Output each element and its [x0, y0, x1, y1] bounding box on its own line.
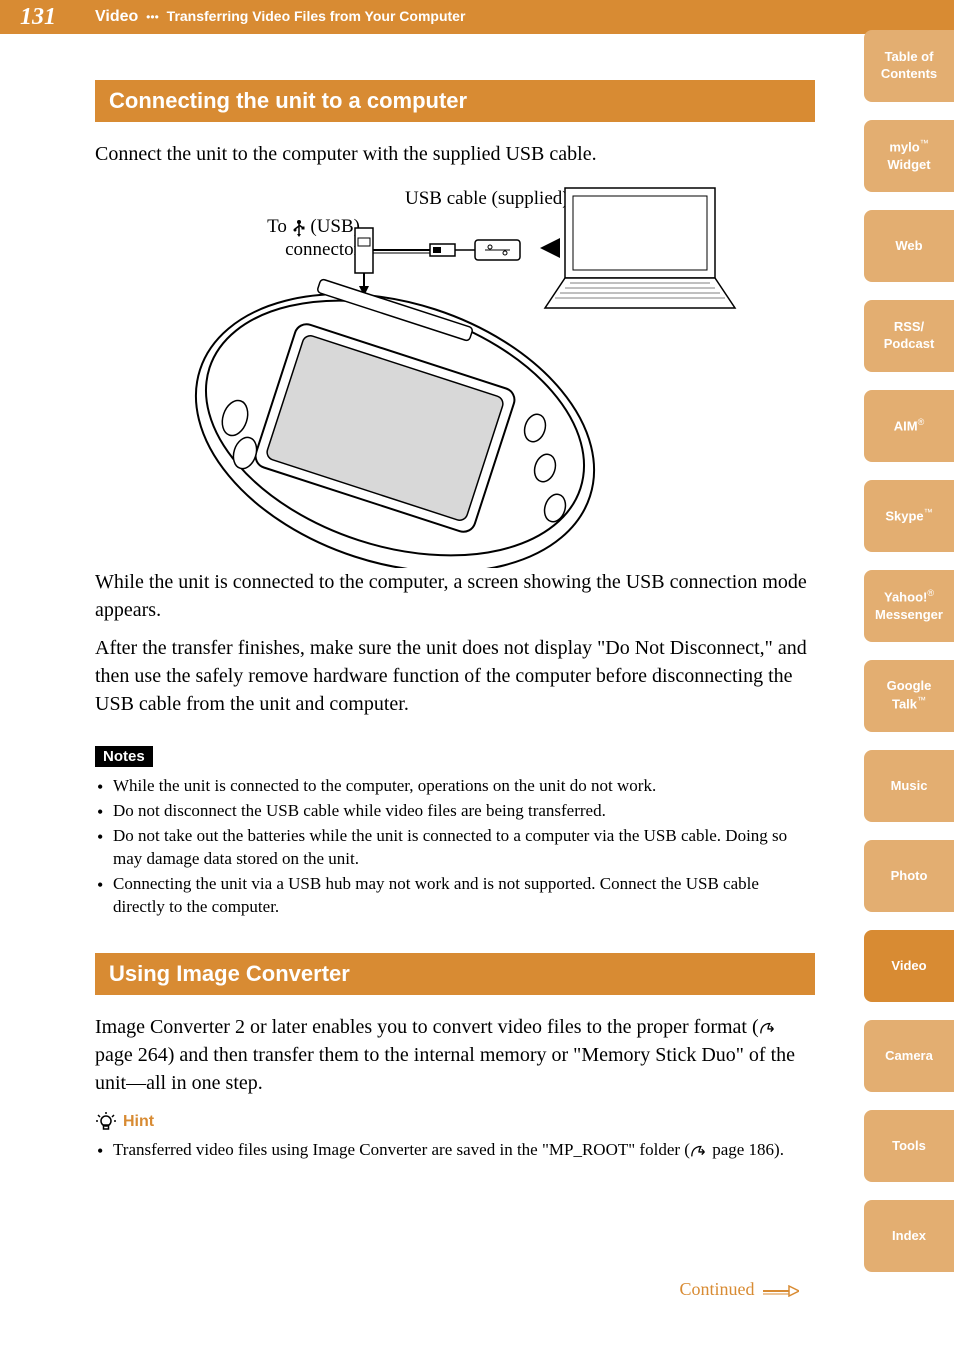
tab-photo[interactable]: Photo: [864, 840, 954, 912]
section-1-intro: Connect the unit to the computer with th…: [95, 140, 815, 168]
tab-google-talk[interactable]: GoogleTalk™: [864, 660, 954, 732]
breadcrumb-subtitle: Transferring Video Files from Your Compu…: [167, 8, 466, 24]
hint-label: Hint: [123, 1113, 154, 1131]
page-ref-icon: [759, 1021, 777, 1035]
continued-arrow-icon: [763, 1285, 799, 1297]
hint-icon: [95, 1111, 117, 1133]
note-item: While the unit is connected to the compu…: [113, 775, 815, 798]
page-number: 131: [20, 4, 56, 31]
hint-item: Transferred video files using Image Conv…: [113, 1139, 815, 1162]
note-item: Do not disconnect the USB cable while vi…: [113, 800, 815, 823]
tab-aim[interactable]: AIM®: [864, 390, 954, 462]
section-2-header: Using Image Converter: [95, 953, 815, 995]
tab-tools[interactable]: Tools: [864, 1110, 954, 1182]
hint-header: Hint: [95, 1111, 815, 1133]
tab-video[interactable]: Video: [864, 930, 954, 1002]
breadcrumb-section: Video: [95, 8, 138, 25]
tab-toc[interactable]: Table of Contents: [864, 30, 954, 102]
tab-mylo-widget[interactable]: mylo™Widget: [864, 120, 954, 192]
tab-skype[interactable]: Skype™: [864, 480, 954, 552]
section-1-para-2: After the transfer finishes, make sure t…: [95, 634, 815, 718]
page-ref-icon: [690, 1144, 708, 1158]
tab-camera[interactable]: Camera: [864, 1020, 954, 1092]
diagram-svg: [155, 178, 745, 568]
main-content: Connecting the unit to a computer Connec…: [95, 80, 815, 1164]
side-tabs: Table of Contents mylo™Widget Web RSS/Po…: [864, 30, 954, 1290]
breadcrumb-separator: •••: [146, 10, 159, 24]
tab-rss[interactable]: RSS/Podcast: [864, 300, 954, 372]
section-2-para-1: Image Converter 2 or later enables you t…: [95, 1013, 815, 1097]
tab-web[interactable]: Web: [864, 210, 954, 282]
note-item: Connecting the unit via a USB hub may no…: [113, 873, 815, 919]
tab-music[interactable]: Music: [864, 750, 954, 822]
note-item: Do not take out the batteries while the …: [113, 825, 815, 871]
section-1-para-1: While the unit is connected to the compu…: [95, 568, 815, 624]
tab-index[interactable]: Index: [864, 1200, 954, 1272]
hint-list: Transferred video files using Image Conv…: [95, 1139, 815, 1162]
tab-yahoo[interactable]: Yahoo!®Messenger: [864, 570, 954, 642]
notes-list: While the unit is connected to the compu…: [95, 775, 815, 919]
breadcrumb: Video ••• Transferring Video Files from …: [95, 8, 465, 26]
section-1-header: Connecting the unit to a computer: [95, 80, 815, 122]
notes-label: Notes: [95, 746, 153, 767]
continued-label: Continued: [680, 1279, 800, 1300]
connection-diagram: USB cable (supplied) To (USB) connector: [95, 178, 815, 568]
